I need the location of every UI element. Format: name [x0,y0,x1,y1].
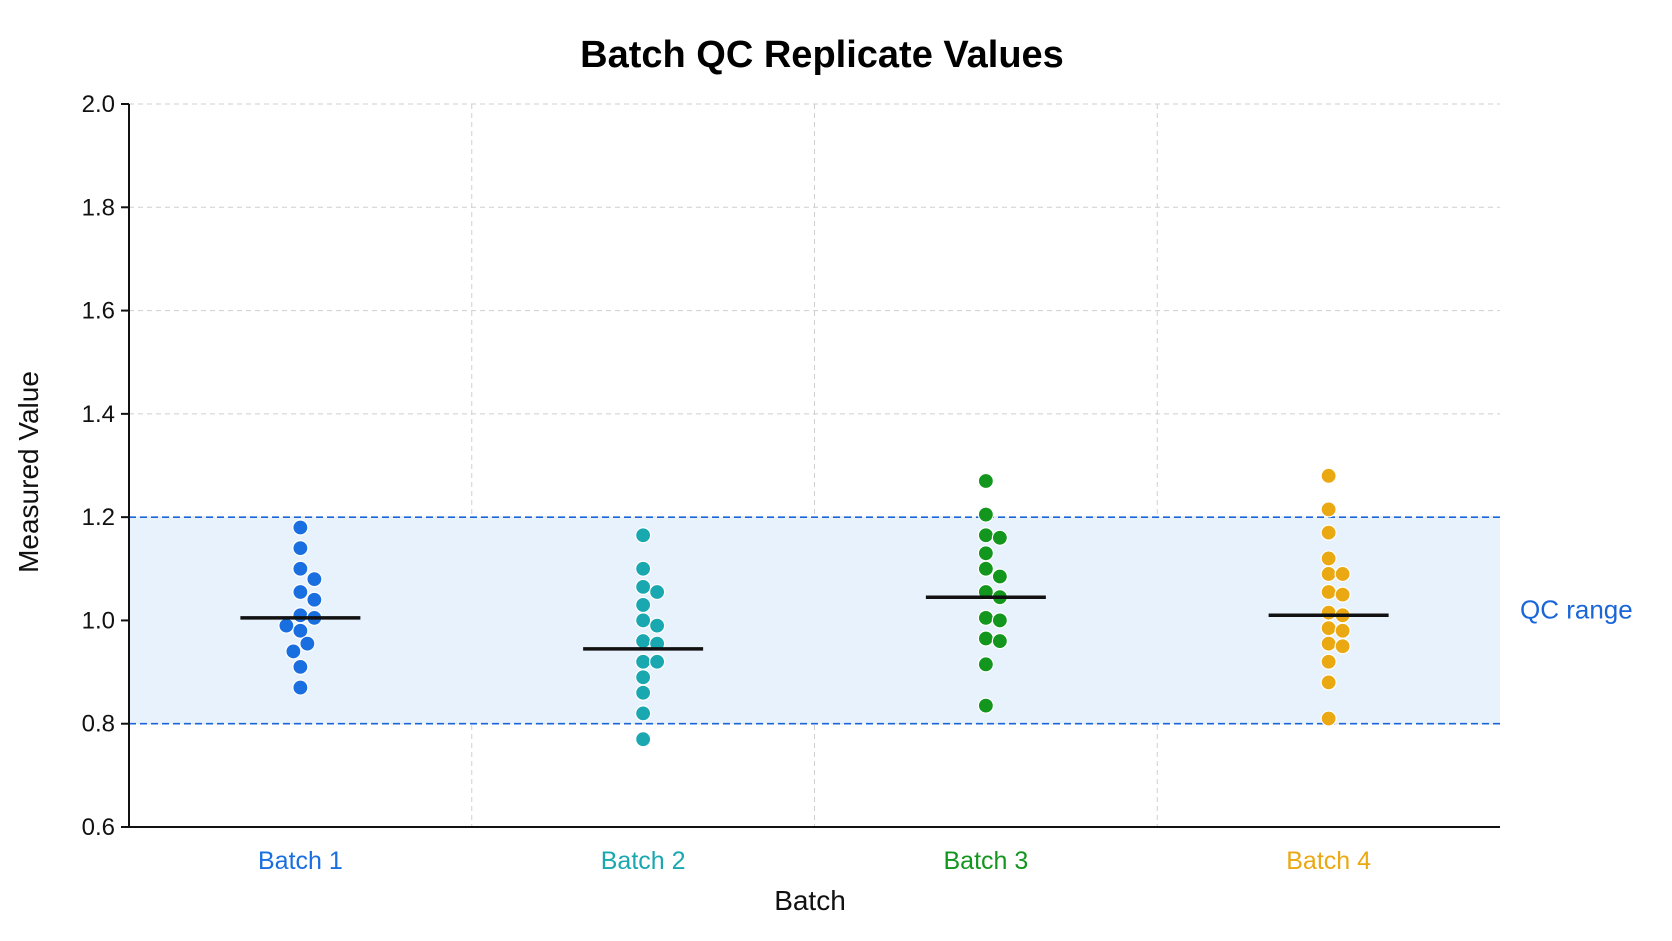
data-point [299,635,316,652]
qc-range-band [129,517,1500,724]
data-point [977,560,994,577]
data-point [977,609,994,626]
data-point [285,643,302,660]
data-point [292,607,309,624]
data-point [977,545,994,562]
data-point [1320,501,1337,518]
data-point [635,705,652,722]
data-point [1320,604,1337,621]
y-tick-label: 1.4 [82,401,115,428]
y-tick-label: 1.2 [82,504,115,531]
data-point [635,669,652,686]
data-point [1320,467,1337,484]
data-point [292,560,309,577]
qc-range-label: QC range [1520,594,1633,624]
data-point [292,622,309,639]
data-point [649,617,666,634]
y-tick-label: 0.8 [82,711,115,738]
data-point [977,697,994,714]
data-point [635,653,652,670]
data-point [1320,583,1337,601]
y-tick-label: 1.6 [82,298,115,325]
data-point [306,571,323,588]
data-point [977,527,994,544]
y-tick-label: 2.0 [82,91,115,118]
data-point [292,658,309,676]
data-point [1320,550,1337,567]
x-category-label: Batch 4 [1286,847,1371,875]
data-point [292,583,309,601]
data-point [292,540,309,557]
data-point [635,527,652,544]
data-point [649,583,666,601]
data-point [635,596,652,614]
data-point [635,731,652,748]
x-axis-label: Batch [774,885,846,916]
x-category-label: Batch 2 [601,847,686,875]
data-point [1320,524,1337,541]
data-point [1320,635,1337,652]
data-point [649,653,666,670]
x-category-label: Batch 3 [943,847,1028,875]
mean-lines-layer [240,595,1389,651]
data-point [1320,674,1337,691]
data-point [1320,710,1337,727]
data-point [635,684,652,701]
data-point [1334,622,1351,639]
x-category-label: Batch 1 [258,847,343,875]
data-point [1320,565,1337,583]
x-category-labels: Batch 1 Batch 2 Batch 3 Batch 4 [258,847,1371,875]
data-point [977,506,994,523]
chart-title: Batch QC Replicate Values [580,34,1064,76]
y-tick-label: 1.8 [82,194,115,221]
data-point [991,529,1008,546]
data-point [977,472,994,490]
data-point [278,617,295,634]
data-point [991,568,1008,585]
y-tick-label: 1.0 [82,607,115,634]
data-point [977,656,994,673]
data-point [1320,653,1337,670]
data-point [635,632,652,650]
data-point [1320,620,1337,637]
data-point [292,679,309,696]
y-ticks: 0.6 0.8 1.0 1.2 1.4 1.6 1.8 2.0 [82,91,129,841]
data-point [635,560,652,577]
y-axis-label: Measured Value [13,371,44,573]
data-point [306,591,323,608]
data-point [1334,586,1351,603]
y-tick-label: 0.6 [82,814,115,841]
data-point [635,612,652,629]
data-point [991,632,1008,650]
data-point [991,612,1008,629]
data-point [977,630,994,647]
data-point [1334,638,1351,655]
data-point [1334,565,1351,583]
data-point [292,519,309,536]
data-point [635,578,652,595]
